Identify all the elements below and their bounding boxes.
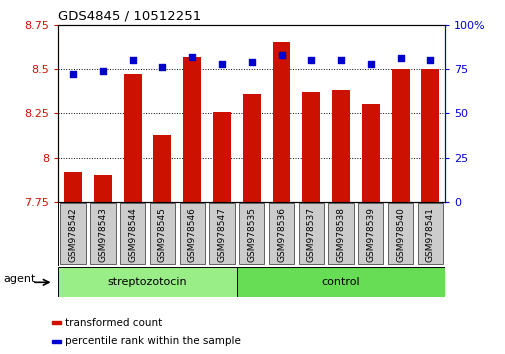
FancyBboxPatch shape (209, 203, 234, 264)
Bar (123, 74, 141, 202)
Bar (94, 175, 112, 202)
Text: agent: agent (3, 274, 35, 284)
Bar (391, 69, 409, 202)
Bar (272, 42, 290, 202)
FancyBboxPatch shape (238, 203, 264, 264)
Text: GDS4845 / 10512251: GDS4845 / 10512251 (58, 9, 201, 22)
FancyBboxPatch shape (358, 203, 383, 264)
Bar (302, 92, 320, 202)
Text: GSM978545: GSM978545 (158, 207, 167, 262)
FancyBboxPatch shape (298, 203, 323, 264)
Text: GSM978537: GSM978537 (306, 207, 315, 262)
Text: streptozotocin: streptozotocin (108, 277, 187, 287)
Text: transformed count: transformed count (65, 318, 162, 328)
Point (426, 57, 434, 63)
FancyBboxPatch shape (179, 203, 205, 264)
Text: GSM978536: GSM978536 (276, 207, 285, 262)
FancyBboxPatch shape (328, 203, 353, 264)
Text: percentile rank within the sample: percentile rank within the sample (65, 336, 240, 346)
Bar (183, 57, 200, 202)
Text: GSM978540: GSM978540 (395, 207, 405, 262)
Point (307, 57, 315, 63)
Bar (331, 90, 349, 202)
FancyBboxPatch shape (387, 203, 413, 264)
Text: GSM978546: GSM978546 (187, 207, 196, 262)
FancyBboxPatch shape (417, 203, 442, 264)
Text: GSM978539: GSM978539 (366, 207, 375, 262)
Text: GSM978547: GSM978547 (217, 207, 226, 262)
Point (247, 59, 256, 65)
Bar (153, 135, 171, 202)
Point (218, 61, 226, 67)
Text: control: control (321, 277, 360, 287)
Point (98, 68, 107, 74)
Bar (421, 69, 438, 202)
Text: GSM978538: GSM978538 (336, 207, 345, 262)
Bar (64, 172, 82, 202)
Bar (361, 104, 379, 202)
Point (69, 72, 77, 77)
Bar (52, 340, 61, 343)
Text: GSM978541: GSM978541 (425, 207, 434, 262)
Text: GSM978535: GSM978535 (247, 207, 256, 262)
Point (396, 56, 404, 61)
Bar (236, 267, 444, 297)
Bar (242, 94, 260, 202)
Point (366, 61, 374, 67)
Point (158, 64, 166, 70)
Point (128, 57, 136, 63)
FancyBboxPatch shape (268, 203, 293, 264)
Text: GSM978542: GSM978542 (69, 207, 77, 262)
FancyBboxPatch shape (90, 203, 115, 264)
FancyBboxPatch shape (149, 203, 175, 264)
Point (277, 52, 285, 58)
Bar (213, 112, 230, 202)
FancyBboxPatch shape (120, 203, 145, 264)
Bar (58, 267, 236, 297)
Bar (52, 321, 61, 324)
Text: GSM978544: GSM978544 (128, 207, 137, 262)
Point (336, 57, 344, 63)
Point (188, 54, 196, 59)
Text: GSM978543: GSM978543 (98, 207, 107, 262)
FancyBboxPatch shape (60, 203, 85, 264)
